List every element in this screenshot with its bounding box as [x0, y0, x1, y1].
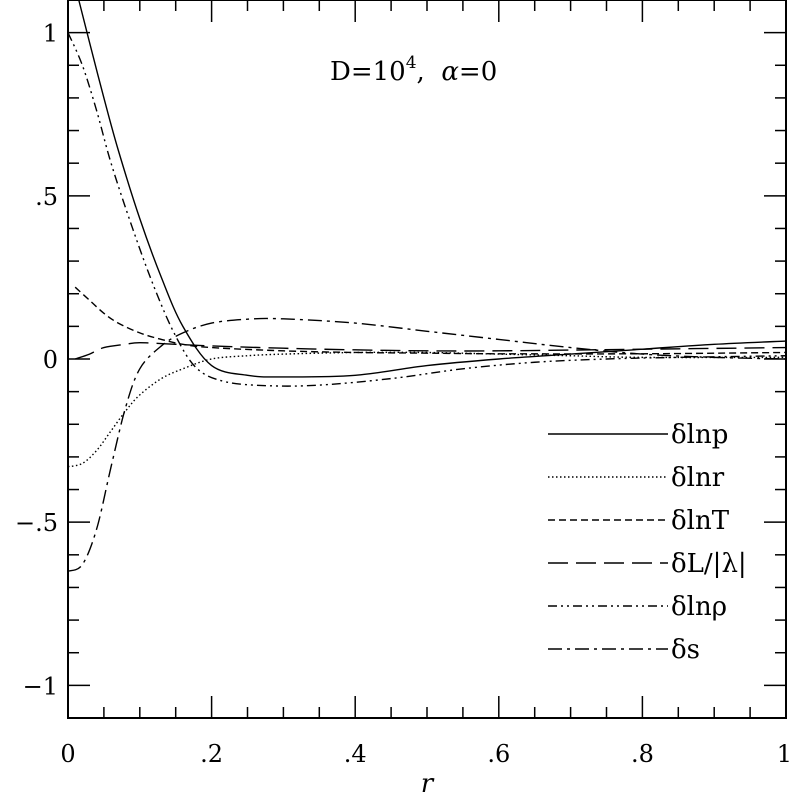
y-tick-label: 1 [43, 20, 58, 48]
y-tick-label: .5 [35, 183, 58, 211]
x-tick-label: 0 [60, 740, 75, 768]
series-line [68, 317, 786, 572]
y-tick-label: −.5 [15, 509, 58, 537]
annotation-alpha: α [441, 57, 459, 87]
tick-labels: 0 .2 .4 .6 .8 1 −1 −.5 0 .5 1 [15, 20, 792, 768]
axis-ticks [67, 0, 787, 719]
legend-label: δL/|λ| [671, 549, 747, 579]
series-line [78, 0, 786, 378]
annotation-alpha-value: =0 [459, 57, 497, 87]
x-tick-label: .6 [487, 740, 510, 768]
annotation-separator: , [417, 57, 442, 87]
legend-label: δlnT [671, 506, 730, 536]
x-tick-label: .4 [344, 740, 367, 768]
legend-label: δs [671, 635, 700, 665]
x-tick-label: 1 [777, 740, 792, 768]
legend-label: δlnr [671, 463, 725, 493]
series-lines [68, 0, 786, 572]
y-tick-label: −1 [23, 672, 58, 700]
y-tick-label: 0 [43, 346, 58, 374]
x-tick-label: .8 [631, 740, 654, 768]
series-line [74, 341, 786, 360]
x-tick-label: .2 [200, 740, 223, 768]
chart-annotation: D=104, α=0 [330, 53, 497, 87]
annotation-exponent: 4 [406, 53, 417, 73]
series-line [74, 286, 786, 355]
legend-label: δlnp [671, 420, 728, 450]
legend-label: δlnρ [671, 592, 727, 622]
series-line [68, 32, 786, 387]
annotation-d: D=10 [330, 57, 406, 87]
x-axis-title: r [421, 769, 435, 797]
series-line [68, 351, 786, 468]
legend: δlnp δlnr δlnT δL/|λ| δlnρ δs [548, 420, 747, 665]
